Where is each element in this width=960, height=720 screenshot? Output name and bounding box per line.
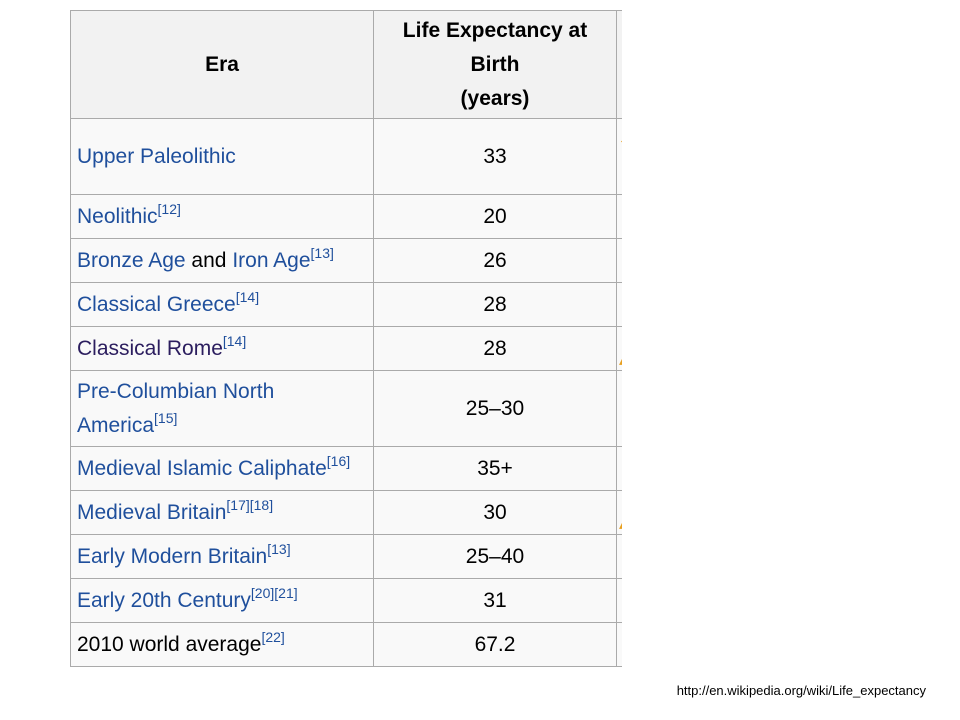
header-life-expectancy-line-2: Birth xyxy=(470,52,520,76)
cut-off-cell xyxy=(616,578,622,623)
era-cell: Upper Paleolithic xyxy=(70,118,374,195)
life-expectancy-value: 67.2 xyxy=(373,622,617,667)
table-row: 2010 world average[22] 67.2 xyxy=(70,622,622,667)
life-expectancy-value: 26 xyxy=(373,238,617,283)
era-link[interactable]: Early Modern Britain xyxy=(77,544,268,568)
life-expectancy-value: 20 xyxy=(373,194,617,239)
table-header-row: Era Life Expectancy at Birth (years) xyxy=(70,10,622,119)
table-row: Classical Greece[14] 28 xyxy=(70,282,622,327)
era-cell: Neolithic[12] xyxy=(70,194,374,239)
era-cell: Early Modern Britain[13] xyxy=(70,534,374,579)
era-link[interactable]: Neolithic xyxy=(77,204,158,228)
cut-off-glyph-icon: ▴ xyxy=(619,517,622,533)
cut-off-cell: ▴ xyxy=(616,326,622,371)
life-expectancy-table-container: Era Life Expectancy at Birth (years) Upp… xyxy=(70,10,622,668)
cut-off-cell xyxy=(616,622,622,667)
table-row: Classical Rome[14]28▴ xyxy=(70,326,622,371)
era-cell: Classical Greece[14] xyxy=(70,282,374,327)
citation-ref[interactable]: [13] xyxy=(310,244,334,261)
cut-off-cell xyxy=(616,282,622,327)
citation-ref[interactable]: [17][18] xyxy=(226,496,274,513)
citation-ref[interactable]: [13] xyxy=(267,540,291,557)
life-expectancy-value: 31 xyxy=(373,578,617,623)
life-expectancy-value: 35+ xyxy=(373,446,617,491)
life-expectancy-value: 28 xyxy=(373,282,617,327)
table-row: Early 20th Century[20][21] 31 xyxy=(70,578,622,623)
life-expectancy-value: 25–40 xyxy=(373,534,617,579)
era-cell: Medieval Britain[17][18] xyxy=(70,490,374,535)
citation-ref[interactable]: [20][21] xyxy=(250,584,298,601)
era-cell: Classical Rome[14] xyxy=(70,326,374,371)
table-row: Bronze Age and Iron Age[13] 26 xyxy=(70,238,622,283)
cut-off-cell xyxy=(616,446,622,491)
cut-off-cell: ↓ xyxy=(616,118,622,195)
era-link[interactable]: Pre-Columbian North America xyxy=(77,379,275,437)
cut-off-cell xyxy=(616,238,622,283)
life-expectancy-value: 33 xyxy=(373,118,617,195)
life-expectancy-table: Era Life Expectancy at Birth (years) Upp… xyxy=(70,10,622,667)
cut-off-cell xyxy=(616,370,622,447)
era-link[interactable]: Iron Age xyxy=(232,248,311,272)
cut-off-glyph-icon: ▴ xyxy=(619,353,622,369)
era-link[interactable]: Medieval Islamic Caliphate xyxy=(77,456,327,480)
life-expectancy-value: 25–30 xyxy=(373,370,617,447)
cut-off-cell: ▴ xyxy=(616,490,622,535)
table-row: Medieval Islamic Caliphate[16] 35+ xyxy=(70,446,622,491)
table-row: Medieval Britain[17][18]30▴ xyxy=(70,490,622,535)
era-link[interactable]: Classical Rome xyxy=(77,336,223,360)
era-link[interactable]: Bronze Age xyxy=(77,248,186,272)
era-link[interactable]: Medieval Britain xyxy=(77,500,227,524)
era-cell: Bronze Age and Iron Age[13] xyxy=(70,238,374,283)
header-life-expectancy-line-3: (years) xyxy=(460,86,530,110)
source-url: http://en.wikipedia.org/wiki/Life_expect… xyxy=(676,683,926,698)
table-row: Upper Paleolithic 33↓ xyxy=(70,118,622,195)
era-cell: 2010 world average[22] xyxy=(70,622,374,667)
era-text: 2010 world average xyxy=(77,632,262,656)
header-life-expectancy[interactable]: Life Expectancy at Birth (years) xyxy=(373,10,617,119)
table-row: Pre-Columbian North America[15] 25–30 xyxy=(70,370,622,447)
era-cell: Early 20th Century[20][21] xyxy=(70,578,374,623)
era-link[interactable]: Early 20th Century xyxy=(77,588,251,612)
header-life-expectancy-line-1: Life Expectancy at xyxy=(402,18,588,42)
citation-ref[interactable]: [14] xyxy=(235,288,260,305)
era-link[interactable]: Classical Greece xyxy=(77,292,236,316)
cut-off-glyph-icon: ↓ xyxy=(619,131,622,147)
citation-ref[interactable]: [16] xyxy=(326,452,351,469)
era-link[interactable]: Upper Paleolithic xyxy=(77,144,236,168)
cut-off-cell xyxy=(616,534,622,579)
life-expectancy-value: 28 xyxy=(373,326,617,371)
citation-ref[interactable]: [15] xyxy=(154,409,178,426)
citation-ref[interactable]: [22] xyxy=(261,628,285,645)
citation-ref[interactable]: [14] xyxy=(222,332,247,349)
header-cut-off-column xyxy=(616,10,622,119)
citation-ref[interactable]: [12] xyxy=(157,200,181,217)
era-text: and xyxy=(185,248,233,272)
cut-off-cell xyxy=(616,194,622,239)
header-era[interactable]: Era xyxy=(70,10,374,119)
era-cell: Pre-Columbian North America[15] xyxy=(70,370,374,447)
table-row: Neolithic[12] 20 xyxy=(70,194,622,239)
life-expectancy-value: 30 xyxy=(373,490,617,535)
table-row: Early Modern Britain[13] 25–40 xyxy=(70,534,622,579)
era-cell: Medieval Islamic Caliphate[16] xyxy=(70,446,374,491)
